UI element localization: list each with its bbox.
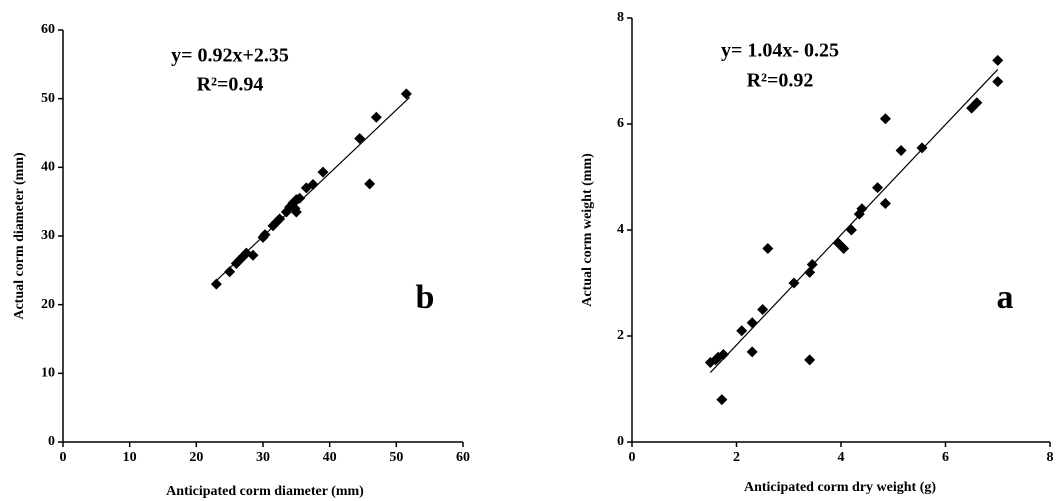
point — [804, 354, 816, 366]
y-tick-label: 0 — [48, 434, 55, 449]
point — [290, 206, 302, 218]
point — [762, 243, 774, 255]
y-axis-label: Actual corm weight (mm) — [580, 153, 595, 307]
panel-label: b — [416, 279, 435, 316]
equation: y= 1.04x- 0.25 — [721, 40, 839, 62]
x-tick-label: 50 — [389, 450, 403, 465]
panel-label: a — [997, 279, 1014, 316]
point — [210, 278, 222, 290]
point — [294, 192, 306, 204]
point — [307, 179, 319, 190]
y-tick-label: 2 — [617, 328, 624, 343]
y-tick-label: 50 — [41, 91, 55, 106]
point — [992, 76, 1004, 88]
x-tick-label: 0 — [629, 450, 636, 465]
point — [716, 394, 728, 406]
x-tick-label: 30 — [256, 450, 270, 465]
point — [872, 182, 884, 194]
point — [845, 224, 857, 236]
point — [992, 54, 1004, 66]
point — [364, 178, 376, 190]
x-tick-label: 60 — [456, 450, 470, 465]
y-tick-label: 0 — [617, 434, 624, 449]
x-tick-label: 20 — [189, 450, 203, 465]
point — [788, 277, 800, 289]
y-tick-label: 10 — [41, 366, 55, 381]
r-squared: R²=0.94 — [197, 74, 264, 96]
point — [838, 243, 850, 255]
equation: y= 0.92x+2.35 — [171, 45, 289, 67]
point — [746, 317, 758, 329]
x-axis-label: Anticipated corm dry weight (g) — [744, 480, 936, 495]
point — [400, 88, 412, 100]
x-tick-label: 8 — [1047, 450, 1054, 465]
x-tick-label: 0 — [60, 450, 67, 465]
x-tick-label: 40 — [323, 450, 337, 465]
point — [354, 132, 366, 144]
x-tick-label: 6 — [942, 450, 949, 465]
point — [879, 198, 891, 209]
y-tick-label: 30 — [41, 228, 55, 243]
r-squared: R²=0.92 — [747, 70, 814, 92]
y-tick-label: 40 — [41, 160, 55, 175]
trend-line — [709, 68, 999, 373]
point — [856, 203, 868, 215]
trend-line — [215, 96, 411, 282]
point — [317, 166, 329, 178]
y-tick-label: 4 — [617, 222, 624, 237]
point — [224, 266, 236, 278]
point — [736, 325, 748, 337]
point — [879, 113, 891, 125]
x-axis-label: Anticipated corm diameter (mm) — [166, 484, 364, 499]
y-tick-label: 8 — [617, 10, 624, 25]
y-tick-label: 20 — [41, 297, 55, 312]
x-tick-label: 4 — [838, 450, 845, 465]
point — [971, 97, 983, 109]
point — [234, 254, 246, 266]
x-tick-label: 10 — [123, 450, 137, 465]
point — [757, 304, 769, 315]
point — [916, 142, 928, 154]
point — [717, 349, 729, 361]
point — [274, 213, 286, 225]
point — [247, 249, 259, 261]
y-tick-label: 6 — [617, 116, 624, 131]
point — [746, 346, 758, 358]
point — [895, 145, 907, 156]
x-tick-label: 2 — [733, 450, 740, 465]
point — [370, 111, 382, 123]
y-tick-label: 60 — [41, 22, 55, 37]
y-axis-label: Actual corm diameter (mm) — [12, 152, 27, 320]
